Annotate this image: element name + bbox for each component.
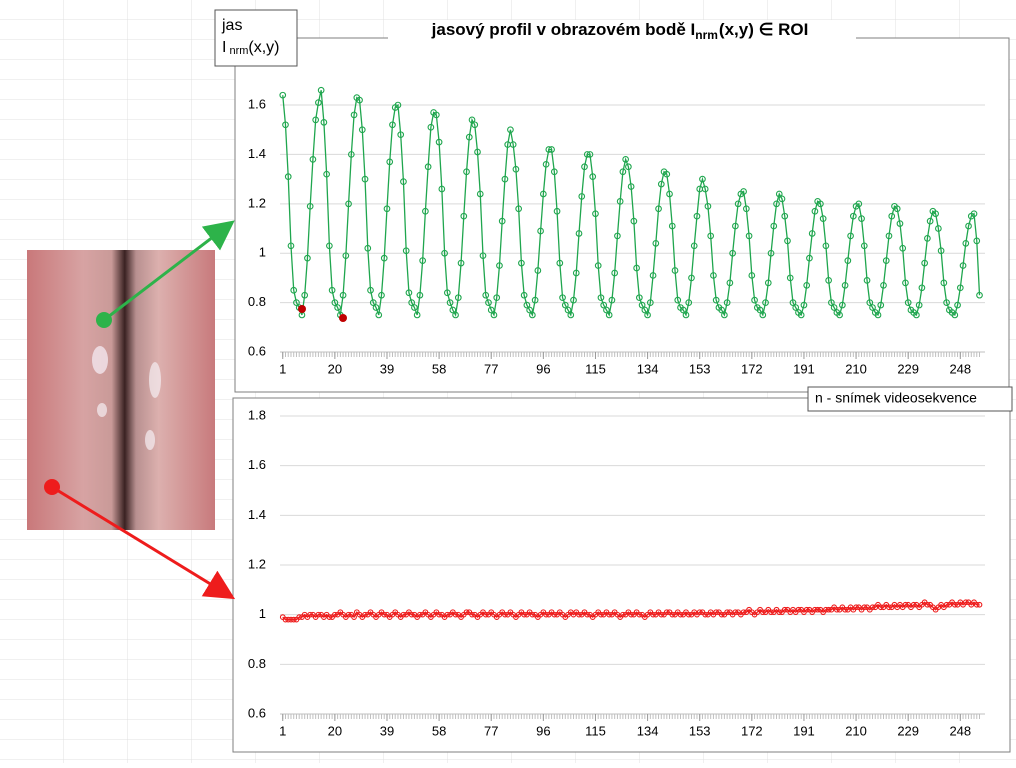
y-tick-label: 1.4 — [248, 146, 266, 161]
highlight — [97, 403, 107, 417]
x-tick-label: 153 — [689, 361, 711, 376]
y-tick-label: 1.2 — [248, 195, 266, 210]
x-tick-label: 115 — [585, 723, 606, 738]
x-tick-label: 96 — [536, 361, 550, 376]
highlight — [145, 430, 155, 450]
x-tick-label: 77 — [484, 723, 498, 738]
x-tick-label: 1 — [279, 361, 286, 376]
y-label-subscript: nrm — [229, 45, 248, 57]
x-tick-label: 58 — [432, 361, 446, 376]
y-tick-label: 0.8 — [248, 656, 266, 671]
y-tick-label: 0.6 — [248, 705, 266, 720]
x-tick-label: 229 — [897, 361, 919, 376]
x-tick-label: 115 — [585, 361, 606, 376]
y-tick-label: 1.8 — [248, 407, 266, 422]
page: jasový profil v obrazovém bodě Inrm(x,y)… — [0, 0, 1016, 763]
chart-frame — [233, 398, 1010, 752]
x-tick-label: 20 — [328, 723, 342, 738]
x-tick-label: 153 — [689, 723, 711, 738]
y-tick-label: 1.6 — [248, 96, 266, 111]
chart-frame — [235, 38, 1009, 392]
y-label: jas — [221, 17, 242, 34]
x-tick-label: 172 — [741, 361, 763, 376]
x-tick-label: 248 — [949, 723, 971, 738]
y-tick-label: 0.8 — [248, 294, 266, 309]
x-tick-label: 229 — [897, 723, 919, 738]
x-tick-label: 96 — [536, 723, 550, 738]
x-tick-label: 172 — [741, 723, 763, 738]
chart-title: jasový profil v obrazovém bodě Inrm(x,y)… — [431, 20, 809, 42]
roi-point — [44, 479, 60, 495]
y-tick-label: 1.6 — [248, 457, 266, 472]
x-tick-label: 39 — [380, 723, 394, 738]
highlight — [92, 346, 108, 374]
x-tick-label: 134 — [637, 723, 659, 738]
title-subscript: nrm — [695, 28, 718, 42]
title-end: (x,y) ∈ ROI — [719, 20, 808, 39]
y-label-end: (x,y) — [248, 39, 279, 56]
y-tick-label: 1 — [259, 245, 266, 260]
highlight-dot — [298, 305, 306, 313]
x-tick-label: 20 — [328, 361, 342, 376]
y-tick-label: 0.6 — [248, 343, 266, 358]
x-tick-label: 248 — [949, 361, 971, 376]
x-tick-label: 210 — [845, 723, 867, 738]
x-label: n - snímek videosekvence — [815, 390, 977, 406]
y-tick-label: 1 — [259, 606, 266, 621]
roi-point — [96, 312, 112, 328]
x-tick-label: 210 — [845, 361, 867, 376]
highlight-dot — [339, 314, 347, 322]
title-text: jasový profil v obrazovém bodě I — [431, 20, 696, 39]
y-tick-label: 1.4 — [248, 507, 266, 522]
x-tick-label: 39 — [380, 361, 394, 376]
y-label-symbol: I — [222, 39, 226, 56]
x-tick-label: 134 — [637, 361, 659, 376]
x-tick-label: 1 — [279, 723, 286, 738]
y-tick-label: 1.2 — [248, 556, 266, 571]
x-tick-label: 58 — [432, 723, 446, 738]
highlight — [149, 362, 161, 398]
x-tick-label: 77 — [484, 361, 498, 376]
x-tick-label: 191 — [793, 361, 815, 376]
x-tick-label: 191 — [793, 723, 815, 738]
